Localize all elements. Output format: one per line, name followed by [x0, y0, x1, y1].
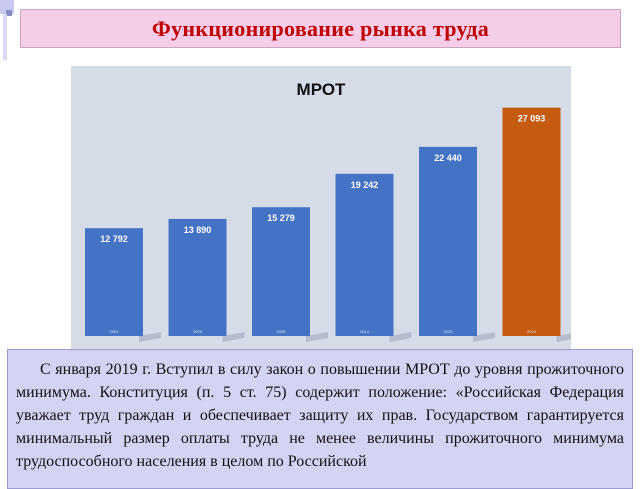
- tick-label-2014: 2014: [360, 329, 370, 334]
- bar-2020: [419, 146, 477, 336]
- slide-title: Функционирование рынка труда: [151, 15, 490, 41]
- bar-shadow: [473, 332, 495, 342]
- mrot-chart: МРОТ 12 792 2001 13 890 2005 15 279 2008 19 24…: [71, 66, 571, 351]
- tick-label-2008: 2008: [277, 329, 287, 334]
- bar-2001: [85, 228, 143, 336]
- description-text: С января 2019 г. Вступил в силу закон о …: [16, 361, 624, 470]
- bar-2014: [335, 173, 394, 336]
- chart-title: МРОТ: [297, 80, 346, 99]
- corner-decoration: [0, 0, 14, 60]
- bar-2024: [502, 107, 561, 336]
- data-label-2020: 22 440: [434, 153, 462, 163]
- tick-label-2020: 2020: [444, 329, 454, 334]
- data-label-2005: 13 890: [184, 225, 212, 235]
- data-label-2001: 12 792: [100, 234, 128, 244]
- data-label-2008: 15 279: [267, 213, 295, 223]
- description-box: С января 2019 г. Вступил в силу закон о …: [7, 349, 633, 489]
- slide-title-banner: Функционирование рынка труда: [20, 9, 621, 48]
- data-label-2024: 27 093: [518, 114, 546, 124]
- bar-2008: [252, 207, 310, 336]
- tick-label-2001: 2001: [110, 329, 120, 334]
- tick-label-2005: 2005: [193, 329, 203, 334]
- bar-shadow: [389, 332, 412, 342]
- tick-label-2024: 2024: [527, 329, 537, 334]
- chart-background: [71, 66, 571, 351]
- bar-shadow: [222, 332, 245, 342]
- bar-2005: [168, 218, 227, 336]
- chart-svg: МРОТ 12 792 2001 13 890 2005 15 279 2008 19 24…: [71, 66, 571, 351]
- bar-shadow: [139, 332, 161, 342]
- bar-shadow: [306, 332, 328, 342]
- data-label-2014: 19 242: [351, 180, 379, 190]
